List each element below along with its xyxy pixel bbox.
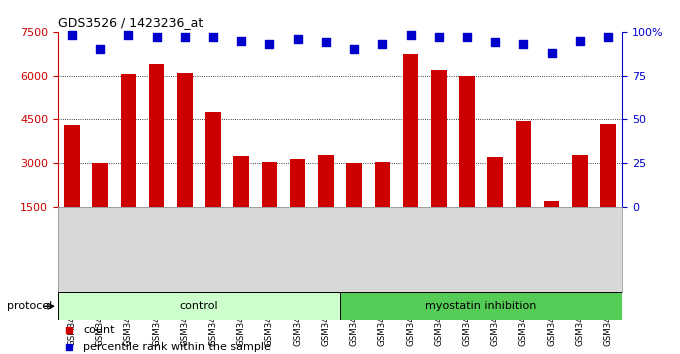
Text: percentile rank within the sample: percentile rank within the sample: [83, 342, 271, 352]
Point: [95, 47, 105, 52]
Bar: [431, 70, 447, 251]
Text: protocol: protocol: [7, 301, 52, 311]
Bar: [58, 292, 340, 320]
Bar: [262, 162, 277, 251]
Bar: [515, 121, 531, 251]
Point: [575, 38, 585, 44]
Point: [264, 41, 275, 47]
Point: [207, 34, 218, 40]
Point: [236, 38, 247, 44]
Bar: [459, 76, 475, 251]
Point: [405, 33, 416, 38]
Bar: [120, 74, 136, 251]
Bar: [64, 125, 80, 251]
Point: [546, 50, 557, 56]
Point: [433, 34, 444, 40]
Bar: [92, 163, 108, 251]
Bar: [318, 154, 334, 251]
Bar: [572, 154, 588, 251]
Point: [490, 40, 500, 45]
Point: [292, 36, 303, 42]
Bar: [205, 112, 221, 251]
Text: GDS3526 / 1423236_at: GDS3526 / 1423236_at: [58, 16, 203, 29]
Point: [518, 41, 529, 47]
Point: [602, 34, 613, 40]
Point: [349, 47, 360, 52]
Bar: [340, 292, 622, 320]
Text: myostatin inhibition: myostatin inhibition: [426, 301, 537, 311]
Point: [67, 33, 78, 38]
Text: control: control: [180, 301, 218, 311]
Point: [462, 34, 473, 40]
Text: count: count: [83, 325, 115, 335]
Point: [151, 34, 162, 40]
Point: [180, 34, 190, 40]
Bar: [403, 54, 418, 251]
Point: [377, 41, 388, 47]
Bar: [149, 64, 165, 251]
Bar: [233, 156, 249, 251]
Point: [123, 33, 134, 38]
Bar: [346, 163, 362, 251]
Point: [320, 40, 331, 45]
Bar: [544, 201, 560, 251]
Bar: [177, 73, 192, 251]
Bar: [375, 162, 390, 251]
Bar: [488, 158, 503, 251]
Bar: [600, 124, 616, 251]
Bar: [290, 159, 305, 251]
